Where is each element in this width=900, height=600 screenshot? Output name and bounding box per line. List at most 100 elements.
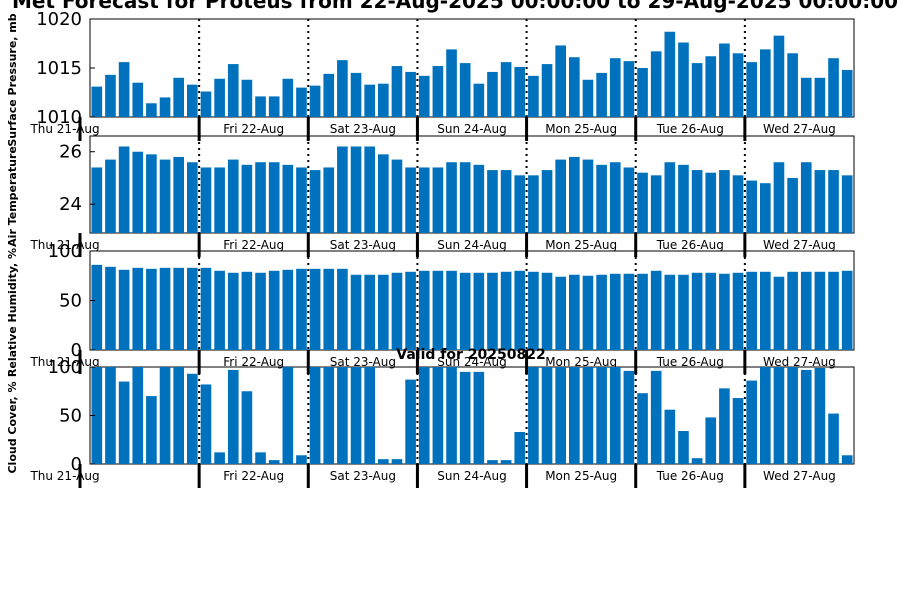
- bar: [760, 49, 771, 117]
- bar: [528, 75, 539, 117]
- bar: [432, 66, 444, 117]
- bar: [650, 370, 662, 464]
- bar: [200, 384, 212, 464]
- bar: [91, 367, 103, 464]
- bar: [569, 274, 580, 350]
- bar: [719, 170, 730, 233]
- bar: [446, 367, 457, 464]
- bar: [146, 268, 157, 350]
- x-tick-label: Tue 26-Aug: [656, 238, 724, 252]
- bar: [705, 417, 717, 464]
- bar: [91, 86, 103, 117]
- y-tick-label: 1020: [36, 9, 82, 30]
- bar: [159, 367, 171, 464]
- bar: [541, 272, 553, 350]
- bar: [487, 71, 498, 117]
- bar: [91, 167, 103, 233]
- bar: [582, 367, 594, 464]
- bar: [309, 268, 321, 350]
- bar: [650, 51, 662, 118]
- chart-panel: 1010 1015 1020 Surface Pressure, mb Thu 21-A…: [6, 9, 855, 147]
- bar: [814, 271, 826, 350]
- bar: [732, 398, 744, 464]
- bar: [282, 78, 294, 117]
- bar: [787, 271, 798, 350]
- bar: [187, 373, 198, 464]
- bar: [118, 381, 130, 464]
- bar: [446, 162, 457, 233]
- bar: [800, 369, 812, 464]
- figure-title: Met Forecast for Proteus from 22-Aug-202…: [12, 0, 898, 13]
- bar: [227, 369, 239, 464]
- bar: [200, 91, 212, 117]
- bar: [350, 146, 362, 233]
- bar: [528, 175, 539, 233]
- bar: [569, 57, 580, 117]
- bar: [664, 162, 676, 233]
- bar: [132, 267, 144, 350]
- bar: [650, 270, 662, 350]
- y-axis-label: Cloud Cover, %: [6, 381, 19, 473]
- bar: [350, 367, 362, 464]
- bar: [268, 96, 280, 117]
- bar: [514, 270, 526, 350]
- bar: [773, 162, 785, 233]
- x-tick-label: Wed 27-Aug: [763, 122, 836, 136]
- bar: [337, 146, 348, 233]
- bar: [337, 60, 348, 117]
- bar: [800, 162, 812, 233]
- bar: [255, 452, 266, 464]
- bar: [582, 79, 594, 117]
- x-tick-label: Thu 21-Aug: [29, 355, 99, 369]
- x-tick-label: Mon 25-Aug: [545, 355, 617, 369]
- y-tick-label: 26: [59, 142, 82, 163]
- bar: [705, 172, 717, 233]
- bar: [732, 175, 744, 233]
- bar: [664, 274, 676, 350]
- bar: [296, 455, 307, 464]
- bar: [691, 63, 703, 117]
- bar: [514, 175, 526, 233]
- bar: [664, 31, 676, 118]
- bar: [841, 175, 853, 233]
- bar: [555, 45, 566, 117]
- bar: [323, 367, 335, 464]
- bar: [678, 164, 689, 233]
- y-tick-label: 50: [59, 406, 82, 427]
- bar: [828, 170, 839, 233]
- bar: [787, 177, 798, 233]
- bar: [760, 183, 771, 233]
- bar: [637, 393, 648, 464]
- bar: [596, 274, 607, 350]
- bar: [719, 388, 730, 464]
- bar: [555, 159, 566, 233]
- bar: [596, 367, 607, 464]
- bar: [459, 272, 471, 350]
- x-tick-label: Wed 27-Aug: [763, 469, 836, 483]
- bar: [555, 367, 566, 464]
- bar: [132, 82, 144, 117]
- bar: [296, 87, 307, 117]
- bar: [828, 413, 839, 464]
- bar: [268, 270, 280, 350]
- x-tick-label: Tue 26-Aug: [656, 469, 724, 483]
- bar: [350, 274, 362, 350]
- bar: [828, 58, 839, 117]
- bar: [391, 459, 403, 464]
- bar: [227, 159, 239, 233]
- y-tick-label: 1010: [36, 107, 82, 128]
- bar: [159, 159, 171, 233]
- bar: [705, 56, 717, 117]
- bar: [691, 458, 703, 464]
- bar: [719, 43, 730, 117]
- bar: [309, 85, 321, 117]
- bar: [746, 380, 757, 464]
- bar: [746, 180, 757, 233]
- bar: [569, 367, 580, 464]
- bar: [418, 367, 430, 464]
- bar: [241, 164, 253, 233]
- bar: [541, 170, 553, 233]
- bar: [296, 167, 307, 233]
- bar: [623, 61, 635, 117]
